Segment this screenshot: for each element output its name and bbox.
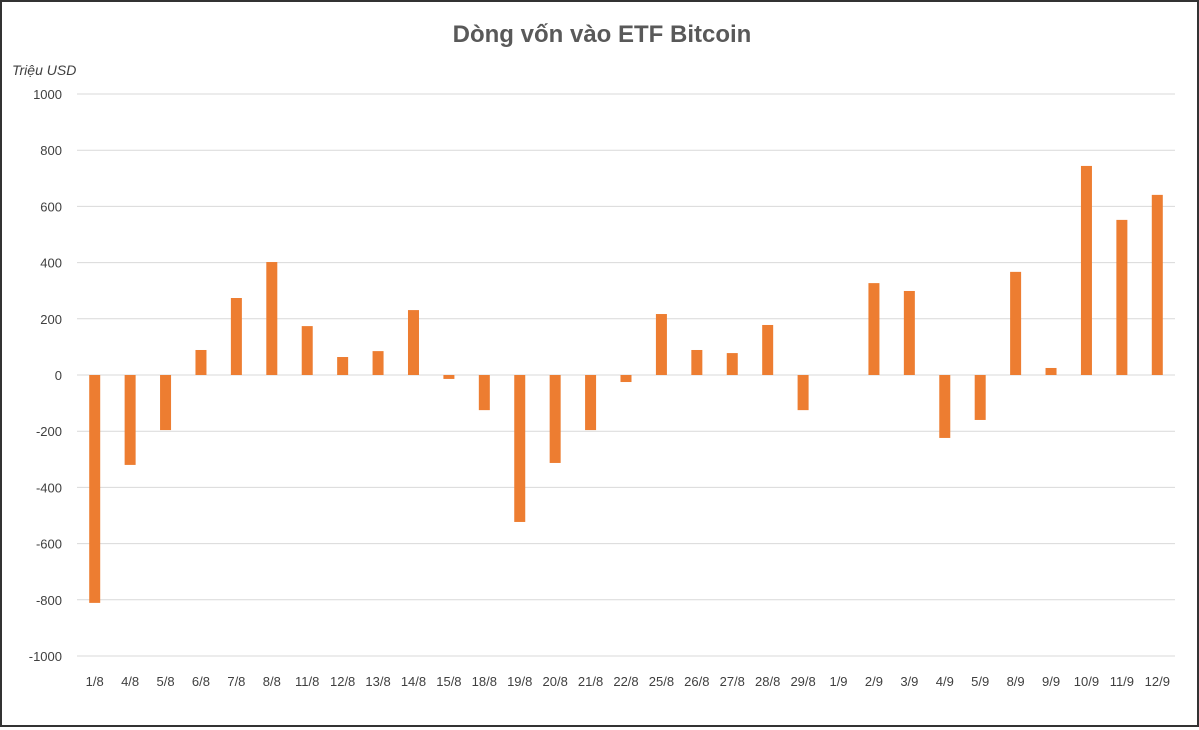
y-tick-label: -400: [36, 480, 62, 495]
bar-2-9: [868, 283, 880, 375]
bar-19-8: [514, 375, 526, 522]
y-tick-label: 800: [40, 143, 62, 158]
x-tick-label: 4/8: [121, 674, 139, 689]
bar-8-8: [266, 262, 278, 375]
bar-11-9: [1116, 219, 1128, 375]
bar-11-8: [301, 326, 313, 375]
x-tick-label: 18/8: [472, 674, 497, 689]
x-tick-label: 11/8: [295, 674, 319, 689]
bar-22-8: [620, 375, 632, 383]
x-tick-label: 4/9: [936, 674, 954, 689]
bar-26-8: [691, 349, 703, 375]
bar-3-9: [903, 290, 915, 375]
x-tick-label: 12/9: [1145, 674, 1170, 689]
y-axis-label: Triệu USD: [12, 62, 76, 78]
bar-10-9: [1080, 165, 1092, 375]
x-tick-label: 5/8: [157, 674, 175, 689]
x-tick-label: 13/8: [365, 674, 390, 689]
x-tick-label: 22/8: [613, 674, 638, 689]
y-tick-label: 1000: [33, 87, 62, 102]
y-tick-label: -800: [36, 593, 62, 608]
bar-9-9: [1045, 367, 1057, 375]
bar-6-8: [195, 349, 207, 375]
bar-21-8: [585, 375, 597, 431]
bar-4-8: [124, 375, 136, 465]
x-tick-label: 8/8: [263, 674, 281, 689]
bar-12-8: [337, 357, 349, 375]
x-tick-label: 26/8: [684, 674, 709, 689]
bar-12-9: [1151, 194, 1163, 375]
bar-28-8: [762, 324, 774, 375]
x-tick-label: 14/8: [401, 674, 426, 689]
bar-15-8: [443, 375, 455, 379]
chart-title: Dòng vốn vào ETF Bitcoin: [453, 21, 752, 48]
x-tick-label: 12/8: [330, 674, 355, 689]
x-tick-label: 19/8: [507, 674, 532, 689]
x-tick-label: 27/8: [720, 674, 745, 689]
y-tick-label: -1000: [29, 649, 62, 664]
x-tick-label: 29/8: [790, 674, 815, 689]
y-tick-label: -200: [36, 424, 62, 439]
y-tick-label: 200: [40, 312, 62, 327]
x-tick-label: 9/9: [1042, 674, 1060, 689]
x-tick-label: 10/9: [1074, 674, 1099, 689]
bar-20-8: [549, 375, 561, 463]
x-tick-label: 1/8: [86, 674, 104, 689]
x-tick-label: 6/8: [192, 674, 210, 689]
x-tick-label: 28/8: [755, 674, 780, 689]
x-tick-label: 15/8: [436, 674, 461, 689]
bar-1-8: [89, 375, 101, 603]
x-tick-label: 20/8: [543, 674, 568, 689]
bar-29-8: [797, 375, 809, 411]
x-tick-label: 8/9: [1007, 674, 1025, 689]
bar-5-8: [160, 375, 172, 431]
y-tick-label: -600: [36, 537, 62, 552]
bar-4-9: [939, 375, 951, 438]
bar-14-8: [407, 310, 419, 375]
y-tick-label: 600: [40, 199, 62, 214]
x-tick-label: 3/9: [900, 674, 918, 689]
y-tick-label: 400: [40, 256, 62, 271]
x-tick-label: 21/8: [578, 674, 603, 689]
x-tick-label: 5/9: [971, 674, 989, 689]
bar-13-8: [372, 351, 384, 375]
x-tick-label: 7/8: [227, 674, 245, 689]
y-tick-label: 0: [55, 368, 62, 383]
bar-18-8: [478, 375, 490, 411]
bar-8-9: [1010, 271, 1022, 375]
bar-25-8: [655, 314, 667, 375]
x-tick-label: 25/8: [649, 674, 674, 689]
x-tick-label: 2/9: [865, 674, 883, 689]
x-tick-label: 11/9: [1110, 674, 1134, 689]
bar-5-9: [974, 375, 986, 420]
bar-7-8: [230, 298, 242, 375]
bar-27-8: [726, 353, 738, 375]
x-tick-label: 1/9: [829, 674, 847, 689]
